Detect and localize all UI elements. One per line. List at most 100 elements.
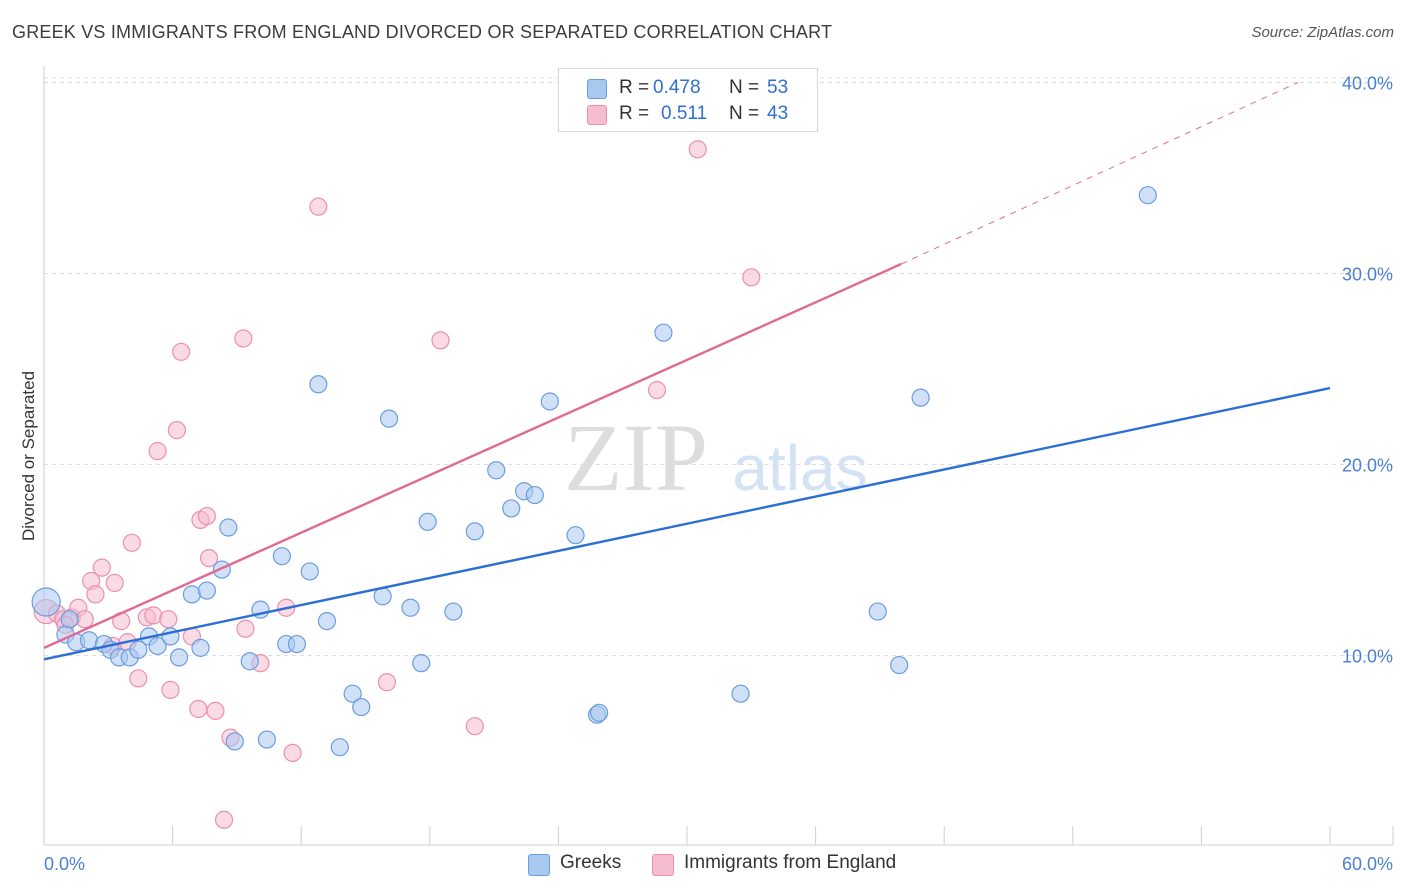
greeks-n-label: N = (729, 77, 760, 98)
greek-point (465, 522, 484, 541)
greek-point (257, 730, 277, 749)
greeks-legend-label: Greeks (560, 852, 622, 873)
greek-point (191, 638, 210, 657)
greeks-swatch (587, 79, 607, 99)
england-point (189, 699, 208, 719)
england-point (283, 743, 302, 763)
greek-point (566, 526, 585, 545)
greek-point (197, 581, 216, 600)
watermark-zip: ZIP (564, 404, 708, 511)
england-point (161, 680, 180, 699)
greeks-legend-swatch (528, 854, 550, 876)
y-tick-labels: 10.0% 20.0% 30.0% 40.0% (1342, 74, 1393, 667)
england-trendline (901, 82, 1299, 265)
england-point (309, 197, 328, 216)
england-point (199, 548, 219, 568)
greek-point (525, 485, 544, 505)
trendlines (43, 82, 1331, 661)
greek-point (272, 547, 292, 566)
correlation-legend: R = 0.478 N = 53 R = 0.511 N = 43 (558, 68, 818, 132)
greek-point (444, 602, 463, 621)
greek-point (890, 655, 909, 675)
greeks-r-value: 0.478 (653, 77, 701, 98)
england-point (197, 506, 216, 526)
greek-point (309, 375, 328, 394)
england-point (465, 717, 484, 736)
greek-point (731, 684, 750, 703)
source-label: Source: ZipAtlas.com (1251, 24, 1394, 41)
greek-point (148, 636, 167, 656)
greek-point (418, 512, 437, 531)
watermark: ZIP atlas (564, 404, 868, 511)
england-swatch (587, 105, 607, 125)
england-point (206, 701, 225, 720)
greek-point (317, 612, 337, 631)
greek-point (182, 585, 201, 604)
greek-point (129, 640, 148, 659)
england-point (214, 810, 234, 829)
greek-point (287, 634, 307, 654)
england-point (167, 421, 186, 440)
greek-point (300, 562, 319, 581)
greek-point (352, 697, 371, 717)
greek-point (343, 684, 362, 703)
greek-point (401, 598, 420, 617)
england-point (105, 573, 124, 593)
greek-point (590, 703, 609, 722)
greek-point (654, 323, 673, 342)
greek-point (487, 461, 506, 480)
england-point (148, 442, 167, 461)
england-point (129, 669, 148, 688)
england-point (742, 268, 761, 287)
greek-point (225, 732, 244, 751)
greek-point (60, 610, 79, 629)
england-r-value: 0.511 (661, 103, 708, 124)
greek-point (911, 388, 930, 407)
greek-trendline (43, 386, 1331, 661)
x-tick-label-min: 0.0% (44, 854, 85, 874)
england-point (159, 610, 178, 629)
x-tick-label-max: 60.0% (1342, 854, 1393, 874)
greek-point (502, 499, 521, 518)
england-point (92, 558, 111, 577)
england-point (236, 619, 255, 638)
england-legend-swatch (652, 854, 674, 876)
england-r-label: R = (619, 103, 650, 124)
greek-point (31, 587, 61, 617)
watermark-atlas: atlas (732, 432, 867, 504)
grid-lines (44, 77, 1393, 656)
y-tick-label: 30.0% (1342, 265, 1393, 285)
greek-point (1138, 186, 1157, 205)
greek-point (540, 392, 559, 411)
greek-point (412, 654, 431, 673)
greek-point (330, 738, 349, 757)
england-n-label: N = (729, 103, 760, 124)
greek-point (169, 648, 189, 667)
greek-points (31, 186, 1157, 757)
england-point (234, 329, 253, 348)
england-point (377, 673, 397, 692)
greek-point (240, 652, 259, 671)
england-legend-label: Immigrants from England (684, 852, 897, 873)
y-tick-label: 10.0% (1342, 647, 1393, 667)
y-axis-label: Divorced or Separated (19, 371, 38, 541)
greeks-n-value: 53 (767, 77, 789, 98)
england-point (647, 380, 667, 400)
greek-point (379, 409, 399, 428)
greeks-r-label: R = (619, 77, 650, 98)
england-point (688, 140, 707, 159)
england-point (86, 585, 105, 604)
chart-title: GREEK VS IMMIGRANTS FROM ENGLAND DIVORCE… (12, 22, 833, 42)
greek-point (868, 602, 887, 621)
y-tick-label: 40.0% (1342, 74, 1393, 94)
england-point (144, 606, 163, 625)
greek-point (79, 631, 99, 650)
england-point (122, 533, 141, 552)
greek-point (219, 518, 238, 537)
england-trendline (43, 262, 902, 649)
axes (43, 66, 1394, 846)
england-n-value: 43 (767, 103, 789, 124)
england-point (431, 331, 450, 350)
y-tick-label: 20.0% (1342, 456, 1393, 476)
